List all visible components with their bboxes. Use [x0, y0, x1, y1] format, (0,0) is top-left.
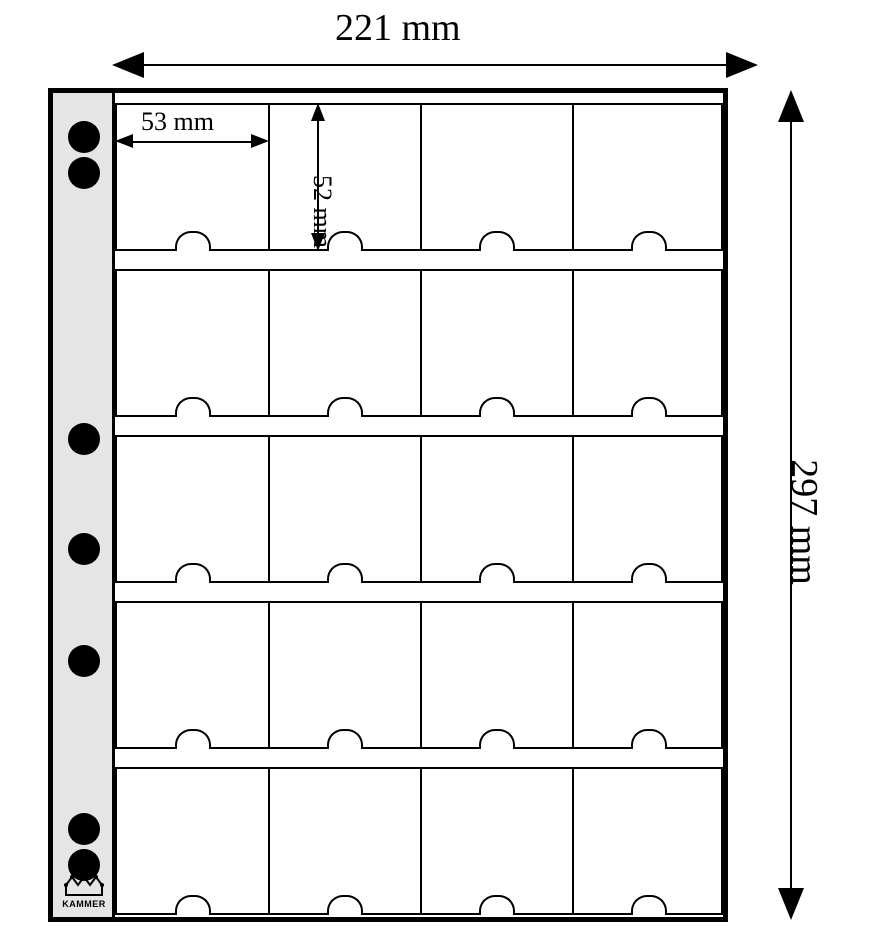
pocket-row: [115, 269, 723, 417]
cell-divider: [420, 437, 422, 581]
cell-height-arrow-down-icon: [311, 233, 325, 251]
cell-divider: [268, 603, 270, 747]
cell-divider: [572, 603, 574, 747]
cell-divider: [268, 769, 270, 913]
cell-divider: [420, 769, 422, 913]
cell-divider: [268, 437, 270, 581]
sheet-height-label: 297 mm: [782, 459, 826, 585]
cell-width-arrow-right-icon: [251, 134, 269, 148]
punch-hole: [68, 533, 100, 565]
height-arrow-up-icon: [778, 90, 804, 122]
cell-divider: [420, 271, 422, 415]
width-arrow-left-icon: [112, 52, 144, 78]
pocket-row: [115, 767, 723, 915]
punch-hole: [68, 121, 100, 153]
thumb-notch: [631, 895, 667, 915]
thumb-notch: [479, 563, 515, 583]
width-dimension-bar: [140, 64, 730, 66]
punch-hole: [68, 423, 100, 455]
album-sheet: KAMMER 53 mm 52 mm: [48, 88, 728, 922]
thumb-notch: [175, 397, 211, 417]
cell-divider: [420, 105, 422, 249]
punch-hole: [68, 813, 100, 845]
thumb-notch: [327, 397, 363, 417]
punch-hole: [68, 645, 100, 677]
cell-width-label: 53 mm: [141, 107, 214, 137]
width-arrow-right-icon: [726, 52, 758, 78]
thumb-notch: [479, 231, 515, 251]
thumb-notch: [631, 231, 667, 251]
cell-height-bar: [317, 119, 319, 235]
thumb-notch: [479, 729, 515, 749]
thumb-notch: [327, 729, 363, 749]
punch-hole: [68, 849, 100, 881]
cell-divider: [572, 271, 574, 415]
thumb-notch: [631, 563, 667, 583]
pocket-row: [115, 435, 723, 583]
punch-hole: [68, 157, 100, 189]
cell-divider: [572, 437, 574, 581]
brand-name: KAMMER: [61, 899, 107, 909]
thumb-notch: [175, 895, 211, 915]
thumb-notch: [327, 563, 363, 583]
cell-divider: [572, 769, 574, 913]
cell-divider: [268, 105, 270, 249]
cell-divider: [420, 603, 422, 747]
thumb-notch: [631, 397, 667, 417]
thumb-notch: [479, 895, 515, 915]
cell-width-arrow-left-icon: [115, 134, 133, 148]
height-arrow-down-icon: [778, 888, 804, 920]
cell-divider: [268, 271, 270, 415]
binder-strip: KAMMER: [53, 93, 115, 917]
cell-width-bar: [131, 141, 253, 143]
sheet-width-label: 221 mm: [335, 6, 461, 50]
thumb-notch: [175, 729, 211, 749]
thumb-notch: [631, 729, 667, 749]
pocket-row: [115, 601, 723, 749]
pocket-grid: [115, 93, 723, 917]
cell-height-arrow-up-icon: [311, 103, 325, 121]
height-dimension-bar: [790, 120, 792, 890]
thumb-notch: [479, 397, 515, 417]
thumb-notch: [327, 895, 363, 915]
thumb-notch: [175, 563, 211, 583]
cell-divider: [572, 105, 574, 249]
thumb-notch: [175, 231, 211, 251]
